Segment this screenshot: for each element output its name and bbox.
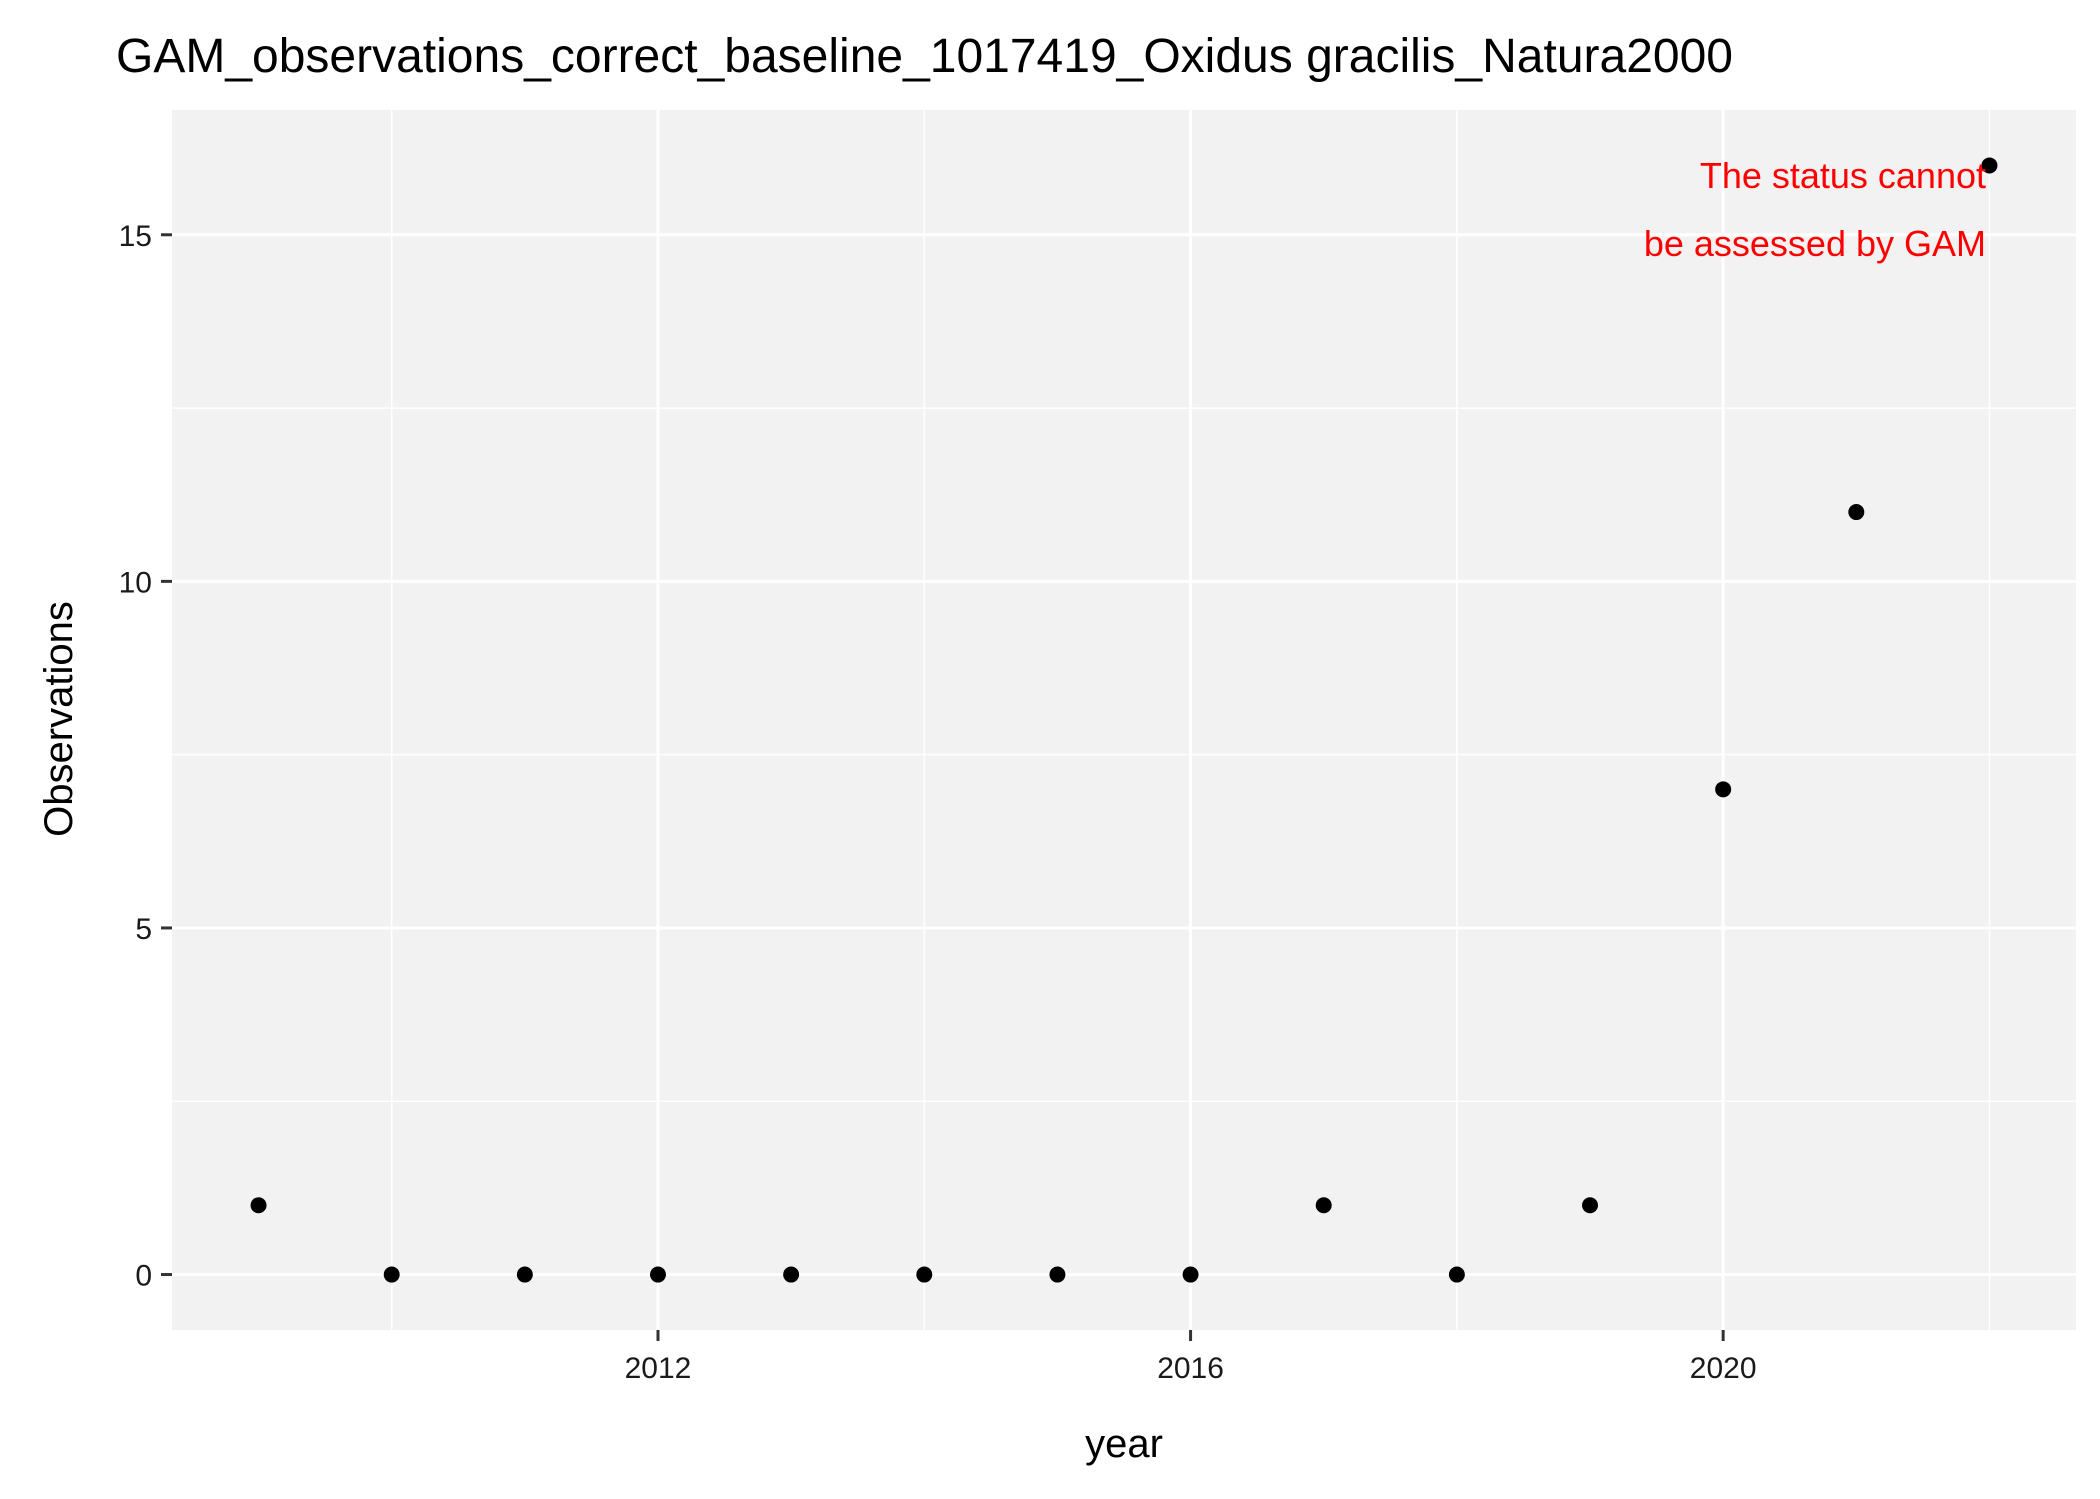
x-tick-label: 2020	[1690, 1352, 1757, 1385]
data-point	[1182, 1266, 1199, 1283]
data-point	[1582, 1197, 1599, 1214]
data-point	[1049, 1266, 1066, 1283]
data-point	[783, 1266, 800, 1283]
x-tick-label: 2012	[625, 1352, 692, 1385]
data-point	[516, 1266, 533, 1283]
x-tick-label: 2016	[1157, 1352, 1224, 1385]
data-point	[916, 1266, 933, 1283]
chart-title: GAM_observations_correct_baseline_101741…	[116, 30, 1733, 83]
data-point	[383, 1266, 400, 1283]
minor-gridlines	[172, 110, 2076, 1330]
major-gridlines	[172, 110, 2076, 1330]
status-annotation: The status cannot be assessed by GAM	[1644, 155, 1986, 264]
y-axis-title: Observations	[37, 601, 81, 837]
y-axis: 0 5 10 15	[119, 220, 172, 1293]
x-axis: 2012 2016 2020	[625, 1330, 1757, 1385]
data-point	[649, 1266, 666, 1283]
x-axis-title: year	[1085, 1422, 1163, 1466]
annotation-line: The status cannot	[1700, 155, 1986, 196]
annotation-line: be assessed by GAM	[1644, 223, 1986, 264]
data-point	[1715, 781, 1732, 798]
data-point	[250, 1197, 267, 1214]
data-point	[1981, 157, 1998, 174]
y-tick-label: 10	[119, 566, 152, 599]
data-point	[1448, 1266, 1465, 1283]
data-point	[1848, 504, 1865, 521]
plot-panel	[172, 110, 2076, 1330]
data-point	[1315, 1197, 1332, 1214]
data-points	[250, 157, 1998, 1283]
y-tick-label: 15	[119, 220, 152, 253]
y-tick-label: 0	[135, 1260, 152, 1293]
y-tick-label: 5	[135, 913, 152, 946]
